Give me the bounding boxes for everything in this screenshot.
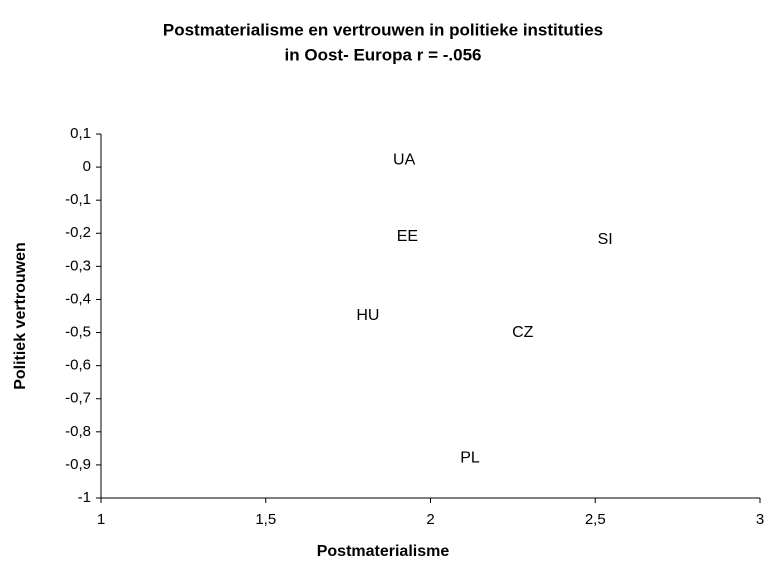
x-axis-title: Postmaterialisme: [317, 543, 450, 560]
y-tick-label: 0: [83, 158, 91, 175]
x-tick-label: 2,5: [585, 511, 606, 528]
chart-title: Postmaterialisme en vertrouwen in politi…: [163, 20, 603, 39]
y-tick-label: -0,1: [65, 191, 91, 208]
point-label: UA: [393, 152, 416, 169]
y-tick-label: -0,2: [65, 224, 91, 241]
y-tick-label: -0,3: [65, 257, 91, 274]
x-tick-label: 2: [426, 511, 434, 528]
y-tick-label: 0,1: [70, 125, 91, 142]
x-tick-label: 3: [756, 511, 764, 528]
y-tick-label: -0,5: [65, 324, 91, 341]
point-label: SI: [598, 231, 613, 248]
y-tick-label: -0,7: [65, 390, 91, 407]
y-axis-title: Politiek vertrouwen: [12, 242, 29, 390]
point-label: HU: [356, 307, 379, 324]
y-tick-label: -0,8: [65, 423, 91, 440]
y-tick-label: -0,9: [65, 456, 91, 473]
x-tick-label: 1: [97, 511, 105, 528]
x-tick-label: 1,5: [255, 511, 276, 528]
point-label: PL: [460, 450, 480, 467]
y-tick-label: -0,6: [65, 357, 91, 374]
y-tick-label: -0,4: [65, 290, 91, 307]
point-label: EE: [397, 228, 418, 245]
point-label: CZ: [512, 324, 534, 341]
y-tick-label: -1: [78, 489, 91, 506]
chart-title: in Oost- Europa r = -.056: [285, 45, 482, 64]
